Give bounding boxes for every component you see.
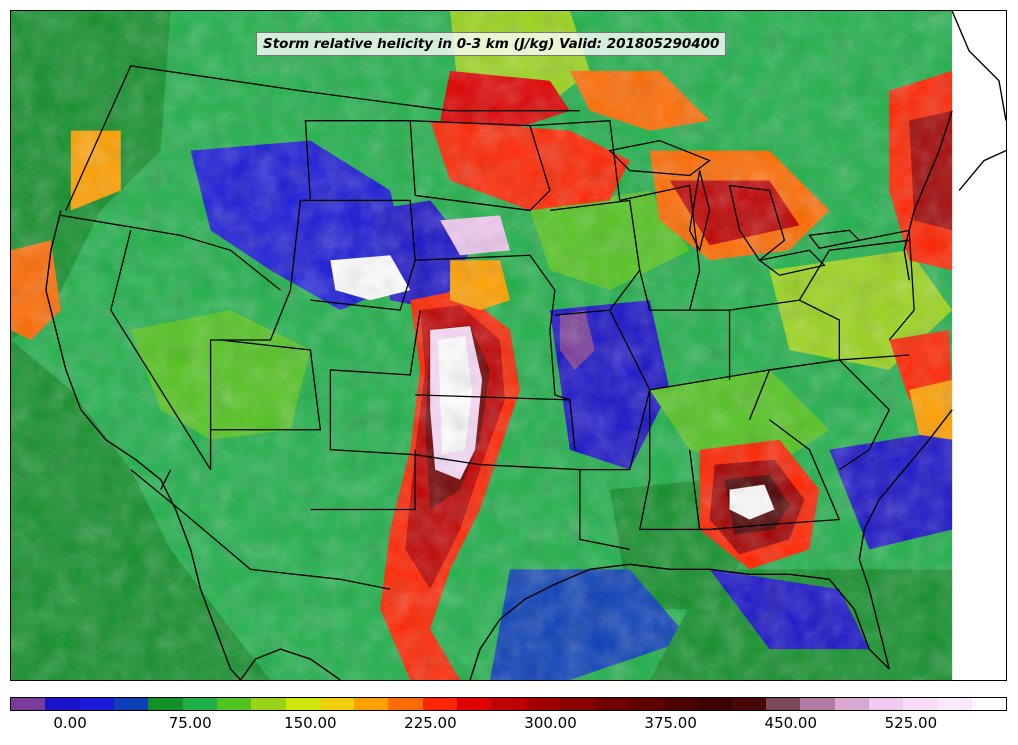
colorbar-segment	[628, 698, 663, 710]
colorbar-segment	[457, 698, 492, 710]
colorbar-segment	[594, 698, 629, 710]
colorbar-tick-label: 75.00	[168, 714, 212, 732]
no-data-area	[952, 11, 1006, 680]
colorbar-segment	[216, 698, 252, 710]
colorbar-segment	[182, 698, 217, 710]
colorbar-segment	[662, 698, 698, 710]
colorbar-segment	[45, 698, 80, 710]
colorbar-segment	[422, 698, 458, 710]
colorbar-segment	[11, 698, 46, 710]
colorbar-segment	[354, 698, 389, 710]
colorbar-ticks: 0.00 75.00 150.00 225.00 300.00 375.00 450.00 5…	[10, 711, 1007, 741]
map-title: Storm relative helicity in 0-3 km (J/kg)…	[263, 36, 720, 52]
colorbar-segment	[525, 698, 560, 710]
colorbar-segment	[148, 698, 183, 710]
colorbar-segment	[79, 698, 114, 710]
colorbar-tick-label: 225.00	[404, 714, 457, 732]
colorbar-segment	[765, 698, 801, 710]
colorbar-tick-label: 525.00	[884, 714, 938, 732]
colorbar-tick-label: 0.00	[53, 714, 87, 732]
colorbar-segment	[697, 698, 732, 710]
colorbar-tick-label: 450.00	[764, 714, 818, 732]
colorbar-segment	[491, 698, 526, 710]
colorbar-segment	[868, 698, 904, 710]
colorbar-segment	[903, 698, 938, 710]
map-panel: Storm relative helicity in 0-3 km (J/kg)…	[10, 10, 1007, 681]
colorbar-segment	[560, 698, 595, 710]
coastlines	[45, 11, 1006, 680]
map-title-box: Storm relative helicity in 0-3 km (J/kg)…	[256, 32, 727, 56]
colorbar-segment	[113, 698, 149, 710]
colorbar-segment	[319, 698, 355, 710]
colorbar	[10, 697, 1007, 711]
colorbar-segment	[388, 698, 423, 710]
colorbar-tick-label: 375.00	[644, 714, 697, 732]
colorbar-tick-label: 150.00	[284, 714, 337, 732]
colorbar-segment	[971, 698, 1006, 710]
field-texture	[11, 11, 953, 680]
colorbar-segment	[731, 698, 766, 710]
colorbar-segment	[251, 698, 286, 710]
colorbar-segment	[834, 698, 869, 710]
colorbar-segment	[937, 698, 972, 710]
colorbar-segment	[800, 698, 835, 710]
colorbar-segment	[285, 698, 320, 710]
helicity-map	[11, 11, 1006, 680]
state-borders	[60, 65, 915, 590]
colorbar-tick-label: 300.00	[524, 714, 577, 732]
